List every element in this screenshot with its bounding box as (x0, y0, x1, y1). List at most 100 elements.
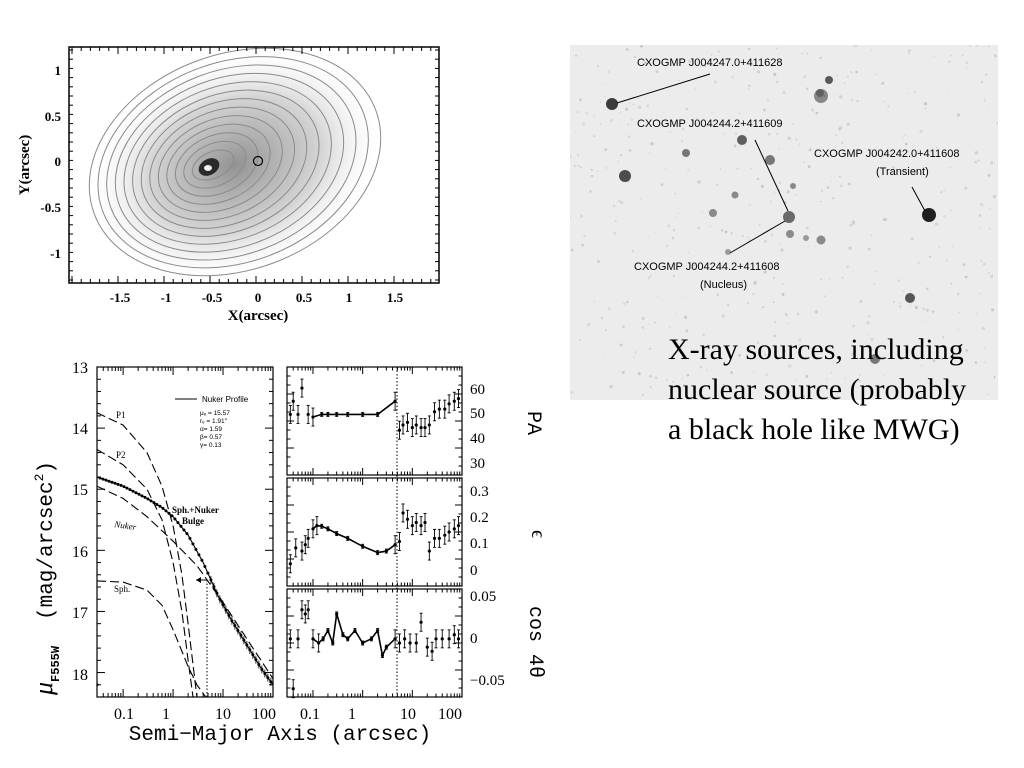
xray-source (803, 235, 809, 241)
contour-levels (88, 48, 382, 280)
pa-tick: 40 (470, 431, 485, 447)
pa-label: PA (521, 411, 544, 435)
profile-point (149, 499, 153, 503)
contour-line (132, 89, 320, 237)
contour-line (149, 106, 296, 221)
side-point (423, 520, 427, 525)
side-point (300, 608, 304, 612)
side-point (306, 412, 310, 417)
side-point (425, 645, 429, 649)
profile-point (173, 517, 177, 521)
svg-text:(mag/arcsec2): (mag/arcsec2) (32, 461, 59, 620)
side-point (452, 399, 456, 403)
contour-line (191, 149, 235, 181)
xray-source (731, 191, 739, 199)
side-point (443, 407, 447, 411)
ylabel-close: ) (36, 461, 59, 474)
ylabel-pow: 2 (32, 474, 47, 482)
side-point (437, 407, 441, 411)
side-curve (312, 400, 396, 418)
xray-image: CXOGMP J004247.0+411628 CXOGMP J004244.2… (570, 45, 998, 400)
profile-ytick: 17 (72, 605, 88, 622)
profile-point (119, 483, 123, 487)
side-point (447, 402, 451, 406)
contour-line (140, 98, 308, 229)
side-point (306, 608, 310, 612)
profile-curve-Nuker (97, 485, 273, 680)
side-point (294, 546, 298, 550)
xray-source (765, 155, 775, 165)
curve-label-p2: P2 (116, 450, 126, 460)
profile-ytick: 14 (72, 421, 88, 438)
surface-brightness-profile: Nuker Profile μₑ = 15.57 rₑ = 1.91″ α= 1… (29, 360, 549, 747)
profile-xlabel: Semi−Major Axis (arcsec) (129, 724, 431, 747)
contour-line (183, 140, 247, 189)
profile-point (170, 514, 174, 518)
param-beta: β= 0.57 (200, 434, 222, 441)
contour-ylabel: Y(arcsec) (17, 135, 33, 196)
legend-title: Nuker Profile (202, 395, 249, 404)
side-point (410, 524, 414, 528)
xray-source-label: CXOGMP J004242.0+411608 (814, 148, 959, 160)
side-point (291, 687, 295, 691)
xray-source (725, 249, 731, 255)
side-point (397, 641, 402, 645)
xray-sources (606, 76, 936, 364)
side-point (397, 539, 402, 544)
xray-source (709, 209, 717, 217)
xray-source (814, 89, 828, 103)
side-curve (312, 524, 396, 554)
profile-point (143, 495, 147, 499)
xray-source (825, 76, 833, 84)
contour-xtick: 0.5 (296, 290, 313, 305)
xray-source (786, 230, 794, 238)
profile-frame (96, 366, 274, 698)
contour-ytick: 0.5 (45, 109, 62, 124)
profile-point (191, 542, 195, 546)
profile-ytick: 13 (72, 360, 88, 377)
contour-line (88, 48, 382, 277)
contour-line (166, 123, 271, 205)
xray-source-label: CXOGMP J004244.2+411608 (634, 261, 779, 273)
xray-source-label: CXOGMP J004244.2+411609 (637, 118, 782, 130)
contour-xlabel: X(arcsec) (228, 308, 289, 324)
svg-text:μF555W: μF555W (29, 645, 63, 696)
side-point (419, 620, 423, 624)
side-point (414, 520, 418, 525)
profile-point (146, 497, 150, 501)
xray-source (870, 354, 880, 364)
profile-point (101, 477, 105, 481)
contour-line (114, 72, 345, 253)
contour-plot: -1.5 -1 -0.5 0 0.5 1 1.5 1 0.5 0 -0.5 -1… (17, 46, 440, 324)
pointer-line (911, 186, 926, 212)
profile-point (116, 482, 120, 486)
side-point (452, 527, 456, 531)
side-point (408, 641, 412, 645)
contour-xtick: -1 (161, 290, 172, 305)
contour-xtick: 1.5 (387, 290, 404, 305)
profile-point (194, 547, 198, 551)
cos-label: cos 4θ (523, 606, 546, 678)
contour-xtick: -1.5 (110, 290, 131, 305)
profile-point (107, 479, 111, 483)
xray-source (737, 135, 747, 145)
side-point (300, 386, 304, 390)
side-point (288, 412, 292, 417)
xray-source (905, 293, 915, 303)
side-point (296, 412, 300, 417)
profile-ytick: 16 (72, 544, 88, 561)
profile-point (155, 502, 159, 506)
contour-line (106, 64, 357, 261)
center-marker (252, 155, 264, 167)
xray-source (783, 211, 795, 223)
contour-xtick: 1 (346, 290, 353, 305)
eps-tick: 0 (470, 563, 478, 579)
cos-tick: 0 (470, 631, 478, 647)
side-point (288, 562, 292, 566)
side-point (456, 524, 461, 528)
profile-ytick: 15 (72, 482, 88, 499)
profile-curve-Sph. (97, 580, 207, 697)
contour-line (174, 132, 259, 197)
side-point (437, 536, 441, 540)
curve-label-p1: P1 (116, 410, 126, 420)
